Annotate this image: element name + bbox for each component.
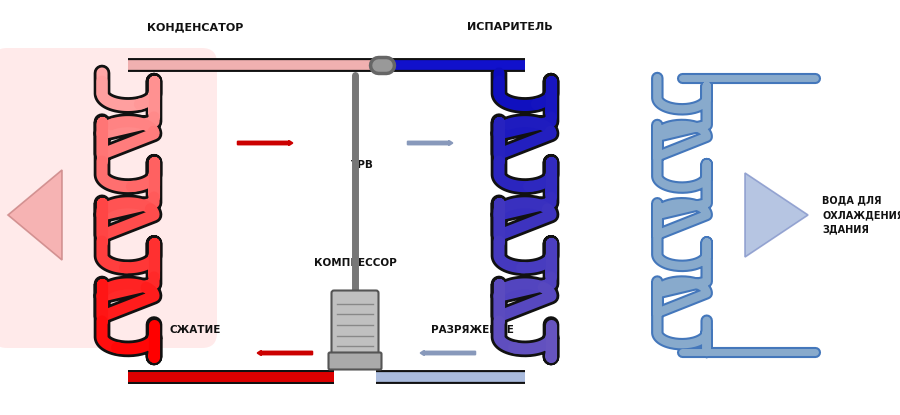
- Text: ТРВ: ТРВ: [351, 160, 374, 170]
- FancyBboxPatch shape: [328, 352, 382, 369]
- FancyBboxPatch shape: [0, 48, 217, 348]
- Polygon shape: [8, 170, 62, 260]
- Text: РАЗРЯЖЕНИЕ: РАЗРЯЖЕНИЕ: [430, 325, 513, 335]
- FancyBboxPatch shape: [331, 290, 379, 359]
- Text: КОНДЕНСАТОР: КОНДЕНСАТОР: [147, 22, 243, 32]
- Text: СЖАТИЕ: СЖАТИЕ: [169, 325, 220, 335]
- Text: ВОДА ДЛЯ
ОХЛАЖДЕНИЯ
ЗДАНИЯ: ВОДА ДЛЯ ОХЛАЖДЕНИЯ ЗДАНИЯ: [822, 195, 900, 235]
- Polygon shape: [745, 173, 808, 257]
- Text: ИСПАРИТЕЛЬ: ИСПАРИТЕЛЬ: [467, 22, 553, 32]
- Text: КОМПРЕССОР: КОМПРЕССОР: [313, 258, 396, 268]
